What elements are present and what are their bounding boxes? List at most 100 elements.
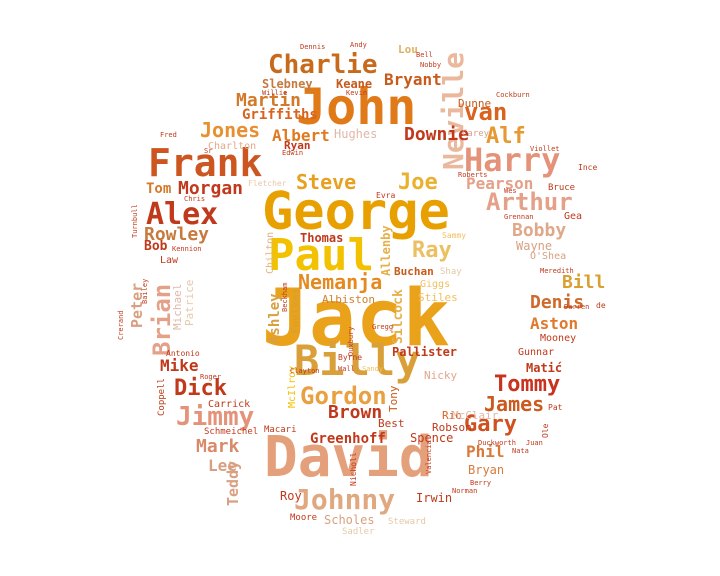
word-joe: Joe xyxy=(398,170,438,195)
word-ashley: Ashley xyxy=(267,293,283,344)
word-crerand: Crerand xyxy=(117,310,125,340)
word-thomas: Thomas xyxy=(300,231,344,245)
word-cockburn: Cockburn xyxy=(496,91,530,99)
word-albiston: Albiston xyxy=(322,293,375,306)
word-michael: Michael xyxy=(171,283,184,330)
word-buchan: Buchan xyxy=(394,265,434,278)
word-charlton: Charlton xyxy=(208,141,257,152)
word-jack: Jack xyxy=(262,274,450,364)
word-phil: Phil xyxy=(466,442,505,461)
word-sr: Sr xyxy=(204,147,213,155)
word-jimmy: Jimmy xyxy=(176,402,255,432)
word-sammy: Sammy xyxy=(442,231,467,240)
word-kennion: Kennion xyxy=(172,245,202,253)
word-arthur: Arthur xyxy=(486,188,573,216)
word-bob: Bob xyxy=(144,239,168,254)
word-nicholl: Nicholl xyxy=(349,452,358,486)
word-clayton: Clayton xyxy=(290,367,320,375)
word-silcock: Silcock xyxy=(391,289,406,344)
word-berry: Berry xyxy=(470,479,492,487)
word-grennan: Grennan xyxy=(504,213,534,221)
word-rio: Rio xyxy=(442,409,462,422)
word-edwin: Edwin xyxy=(282,149,304,157)
word-ray: Ray xyxy=(412,238,452,263)
word-bell: Bell xyxy=(416,51,433,59)
word-bailey: Bailey xyxy=(141,278,149,304)
word-viollet: Viollet xyxy=(530,145,560,153)
word-wes: Wes xyxy=(504,187,517,195)
word-van: van xyxy=(464,98,508,126)
word-sadler: Sadler xyxy=(342,527,375,537)
word-frank: Frank xyxy=(148,141,263,185)
word-carey: Carey xyxy=(462,129,490,139)
word-stiles: Stiles xyxy=(418,291,458,304)
word-carrick: Carrick xyxy=(208,399,251,410)
word-de: de xyxy=(596,301,606,310)
word-moore: Moore xyxy=(290,513,318,523)
word-pallister: Pallister xyxy=(392,345,458,359)
word-beckham: Beckham xyxy=(281,282,289,312)
word-schmeichel: Schmeichel xyxy=(204,427,259,437)
word-mcclair: McClair xyxy=(452,409,499,422)
word-roy: Roy xyxy=(280,489,302,503)
word-nobby: Nobby xyxy=(420,61,442,69)
word-aston: Aston xyxy=(530,314,579,333)
word-tony: Tony xyxy=(387,385,400,413)
word-duxbury: Duxbury xyxy=(347,326,355,356)
word-nemanja: Nemanja xyxy=(298,270,383,294)
word-turnbull: Turnbull xyxy=(131,204,139,238)
word-chris: Chris xyxy=(184,195,206,203)
word-alex: Alex xyxy=(146,197,219,232)
word-ryan: Ryan xyxy=(284,139,311,152)
word-nicky: Nicky xyxy=(424,369,458,382)
word-keane: Keane xyxy=(336,77,373,91)
word-oshea: O'Shea xyxy=(530,251,567,262)
word-harry: Harry xyxy=(464,141,561,179)
word-billy: Billy xyxy=(294,336,421,385)
word-pearson: Pearson xyxy=(466,174,534,193)
word-tom: Tom xyxy=(146,181,172,197)
word-johnny: Johnny xyxy=(294,483,396,516)
word-chilton: Chilton xyxy=(265,231,276,274)
word-shay: Shay xyxy=(440,267,462,277)
word-bobby: Bobby xyxy=(512,220,567,241)
word-roger: Roger xyxy=(200,373,222,381)
word-jones: Jones xyxy=(200,118,261,142)
word-norman: Norman xyxy=(452,487,478,495)
word-tommy: Tommy xyxy=(494,372,561,397)
word-duckworth: Duckworth xyxy=(478,439,516,447)
word-james: James xyxy=(484,392,545,416)
word-robson: Robson xyxy=(432,421,472,434)
word-bill: Bill xyxy=(562,272,606,293)
word-mark: Mark xyxy=(196,436,240,457)
word-hughes: Hughes xyxy=(334,127,378,141)
word-martin: Martin xyxy=(236,90,302,111)
word-law: Law xyxy=(160,255,179,266)
word-brown: Brown xyxy=(328,402,383,423)
word-ince: Ince xyxy=(578,163,598,172)
word-george: George xyxy=(262,182,450,242)
word-greenhoff: Greenhoff xyxy=(310,431,386,447)
word-bruce: Bruce xyxy=(548,183,576,193)
word-rowley: Rowley xyxy=(144,224,210,245)
word-irwin: Irwin xyxy=(416,491,453,505)
word-john: John xyxy=(296,78,417,136)
word-bryant: Bryant xyxy=(384,70,442,89)
word-gea: Gea xyxy=(564,211,583,222)
word-spence: Spence xyxy=(410,431,454,445)
word-kevin: Kevin xyxy=(346,89,368,97)
word-morgan: Morgan xyxy=(178,178,244,199)
word-slebney: Slebney xyxy=(262,77,313,91)
word-nata: Nata xyxy=(512,447,529,455)
word-valencia: Valencia xyxy=(425,440,433,474)
word-fred: Fred xyxy=(160,131,177,139)
word-sandy: Sandy xyxy=(362,365,384,373)
word-roberts: Roberts xyxy=(458,171,488,179)
word-lou: Lou xyxy=(398,43,418,56)
word-fletcher: Fletcher xyxy=(248,179,287,188)
word-meredith: Meredith xyxy=(540,267,574,275)
word-allenby: Allenby xyxy=(379,225,393,276)
word-gary: Gary xyxy=(464,412,517,437)
word-byrne: Byrne xyxy=(338,353,363,362)
word-andy: Andy xyxy=(350,41,367,49)
